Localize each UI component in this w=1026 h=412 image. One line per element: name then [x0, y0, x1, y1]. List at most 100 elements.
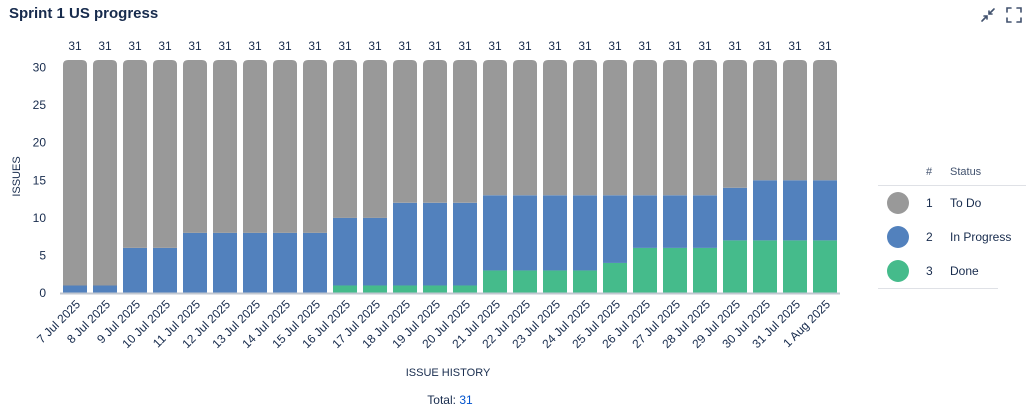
- bar-segment: [63, 60, 87, 286]
- bar-segment: [183, 60, 207, 233]
- bar-segment: [123, 60, 147, 248]
- collapse-icon[interactable]: [978, 5, 998, 25]
- bar-total-label: 31: [68, 39, 82, 53]
- bar-segment: [633, 195, 657, 248]
- legend-num: 3: [926, 264, 933, 278]
- bar-segment: [273, 60, 297, 233]
- total-value: 31: [459, 393, 473, 407]
- bar-segment: [123, 247, 147, 293]
- y-tick-label: 10: [33, 211, 47, 225]
- bar-segment: [483, 270, 507, 293]
- bar-segment: [363, 285, 387, 293]
- bar-segment: [543, 270, 567, 293]
- fullscreen-icon[interactable]: [1004, 5, 1024, 25]
- bar-segment: [63, 285, 87, 293]
- legend-col-num: #: [926, 166, 933, 178]
- legend-item-done[interactable]: 3 Done: [878, 254, 1026, 288]
- bar-segment: [753, 180, 777, 241]
- legend-dot-in-progress: [887, 226, 909, 248]
- legend: # Status 1 To Do 2 In Progress 3 Done: [878, 163, 1026, 289]
- bar-total-label: 31: [518, 39, 532, 53]
- bar-segment: [333, 60, 357, 218]
- bar-total-label: 31: [788, 39, 802, 53]
- bar-total-label: 31: [728, 39, 742, 53]
- bar-segment: [663, 60, 687, 196]
- legend-col-status: Status: [950, 166, 982, 178]
- bar-total-label: 31: [578, 39, 592, 53]
- bar-segment: [243, 60, 267, 233]
- bar-segment: [483, 195, 507, 271]
- bar-segment: [333, 285, 357, 293]
- bar-total-label: 31: [128, 39, 142, 53]
- bar-total-label: 31: [98, 39, 112, 53]
- bar-segment: [573, 60, 597, 196]
- legend-num: 2: [926, 230, 933, 244]
- legend-name: In Progress: [950, 230, 1012, 244]
- bar-segment: [813, 180, 837, 241]
- bar-total-label: 31: [308, 39, 322, 53]
- bar-segment: [813, 240, 837, 293]
- bar-total-label: 31: [668, 39, 682, 53]
- bar-total-label: 31: [698, 39, 712, 53]
- bar-segment: [513, 60, 537, 196]
- bar-segment: [153, 247, 177, 293]
- bar-segment: [183, 232, 207, 293]
- bar-total-label: 31: [818, 39, 832, 53]
- bar-segment: [453, 60, 477, 203]
- legend-divider: [878, 288, 998, 289]
- bar-total-label: 31: [338, 39, 352, 53]
- bar-total-label: 31: [758, 39, 772, 53]
- legend-num: 1: [926, 196, 933, 210]
- bar-segment: [363, 60, 387, 218]
- bar-segment: [753, 60, 777, 181]
- bar-segment: [543, 195, 567, 271]
- bar-total-label: 31: [158, 39, 172, 53]
- bar-segment: [423, 202, 447, 286]
- bar-segment: [573, 195, 597, 271]
- bar-segment: [783, 180, 807, 241]
- bar-segment: [633, 60, 657, 196]
- bar-segment: [693, 195, 717, 248]
- bar-segment: [723, 60, 747, 188]
- bar-segment: [363, 217, 387, 286]
- bar-total-label: 31: [188, 39, 202, 53]
- bar-segment: [423, 285, 447, 293]
- bar-total-label: 31: [488, 39, 502, 53]
- legend-dot-todo: [887, 192, 909, 214]
- bar-total-label: 31: [368, 39, 382, 53]
- bar-total-label: 31: [638, 39, 652, 53]
- y-tick-label: 30: [33, 61, 47, 75]
- bar-segment: [573, 270, 597, 293]
- y-tick-label: 15: [33, 173, 47, 187]
- total-label: Total:: [427, 393, 456, 407]
- bar-segment: [333, 217, 357, 286]
- bar-segment: [393, 60, 417, 203]
- bar-segment: [153, 60, 177, 248]
- legend-item-todo[interactable]: 1 To Do: [878, 186, 1026, 220]
- y-axis-label: ISSUES: [11, 156, 23, 196]
- bar-segment: [813, 60, 837, 181]
- bar-segment: [393, 285, 417, 293]
- legend-item-in-progress[interactable]: 2 In Progress: [878, 220, 1026, 254]
- bar-segment: [693, 60, 717, 196]
- bar-segment: [423, 60, 447, 203]
- bar-segment: [603, 60, 627, 196]
- x-axis-label: ISSUE HISTORY: [406, 367, 491, 379]
- bar-segment: [753, 240, 777, 293]
- bar-total-label: 31: [398, 39, 412, 53]
- bar-segment: [783, 60, 807, 181]
- bar-segment: [273, 232, 297, 293]
- bar-total-label: 31: [548, 39, 562, 53]
- bar-segment: [663, 195, 687, 248]
- bar-segment: [243, 232, 267, 293]
- bar-segment: [543, 60, 567, 196]
- y-tick-label: 25: [33, 98, 47, 112]
- bar-total-label: 31: [428, 39, 442, 53]
- bar-segment: [393, 202, 417, 286]
- bar-total-label: 31: [458, 39, 472, 53]
- bar-segment: [603, 262, 627, 293]
- bar-segment: [663, 247, 687, 293]
- bar-segment: [783, 240, 807, 293]
- bar-segment: [633, 247, 657, 293]
